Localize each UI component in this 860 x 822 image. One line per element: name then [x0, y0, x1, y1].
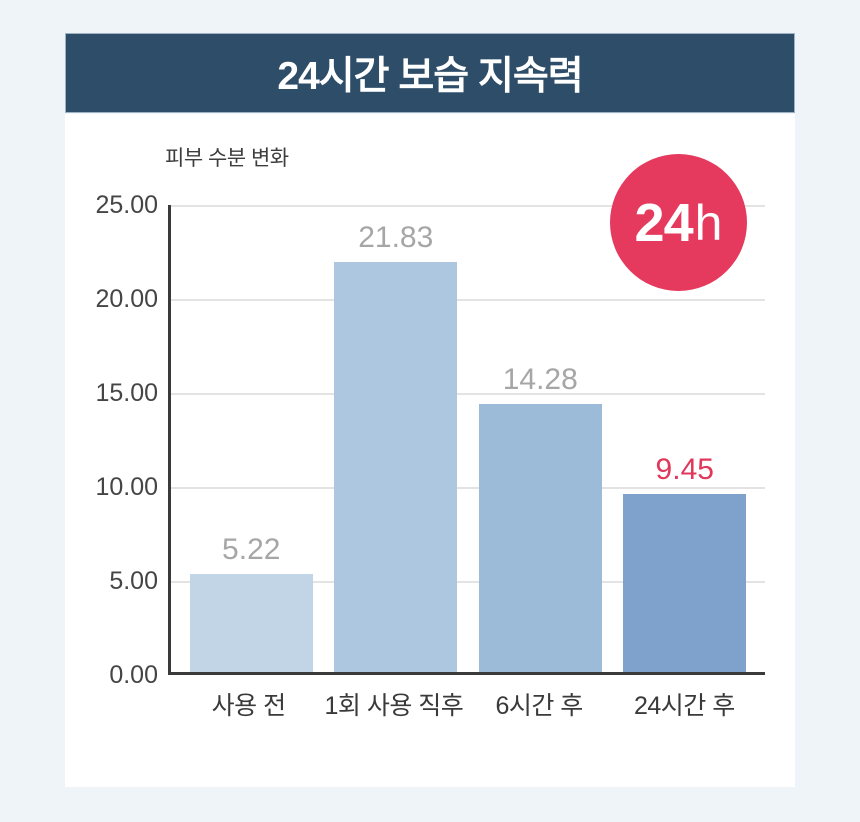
y-tick-label: 15.00	[95, 379, 158, 407]
y-axis-title: 피부 수분 변화	[165, 147, 289, 170]
bar	[478, 403, 602, 672]
bar-group-1: 21.83	[324, 221, 469, 672]
bar-group-0: 5.22	[179, 533, 324, 672]
y-tick-label: 5.00	[109, 567, 158, 595]
x-axis-labels: 사용 전 1회 사용 직후 6시간 후 24시간 후	[168, 686, 765, 722]
bar-value-label: 21.83	[358, 220, 434, 254]
bar-group-3: 9.45	[613, 453, 758, 672]
bar	[189, 573, 313, 672]
gridline-y-5	[171, 581, 765, 583]
chart-card: 피부 수분 변화 24 h 25.00 20.00 15.00 10.00 5.00 0.…	[65, 114, 795, 787]
gridline-y-15	[171, 393, 765, 395]
y-tick-label: 10.00	[95, 473, 158, 501]
bar	[623, 494, 747, 672]
bar	[334, 261, 458, 672]
bar-value-label: 5.22	[222, 532, 281, 566]
bars-row: 5.22 21.83 14.28 9.45	[171, 205, 765, 672]
gridline-y-20	[171, 299, 765, 301]
x-axis-label-1: 1회 사용 직후	[324, 692, 464, 720]
bar-value-label: 9.45	[655, 453, 714, 487]
plot-area: 5.22 21.83 14.28 9.45	[168, 205, 765, 675]
y-tick-label: 0.00	[109, 661, 158, 689]
y-axis-tick-labels: 25.00 20.00 15.00 10.00 5.00 0.00	[73, 191, 158, 689]
bar-value-label: 14.28	[502, 362, 578, 396]
page-title: 24시간 보습 지속력	[277, 55, 583, 98]
gridline-y-10	[171, 487, 765, 489]
badge-24h-unit: h	[694, 194, 723, 251]
y-tick-label: 25.00	[95, 191, 158, 219]
x-axis-label-3: 24시간 후	[633, 692, 735, 720]
x-axis-label-2: 6시간 후	[495, 692, 583, 720]
title-banner: 24시간 보습 지속력	[65, 33, 795, 113]
badge-24h-number: 24	[634, 192, 694, 253]
x-axis-label-0: 사용 전	[211, 692, 286, 720]
gridline-y-25	[171, 205, 765, 207]
y-tick-label: 20.00	[95, 285, 158, 313]
bar-group-2: 14.28	[468, 363, 613, 672]
badge-24h: 24 h	[610, 154, 747, 291]
